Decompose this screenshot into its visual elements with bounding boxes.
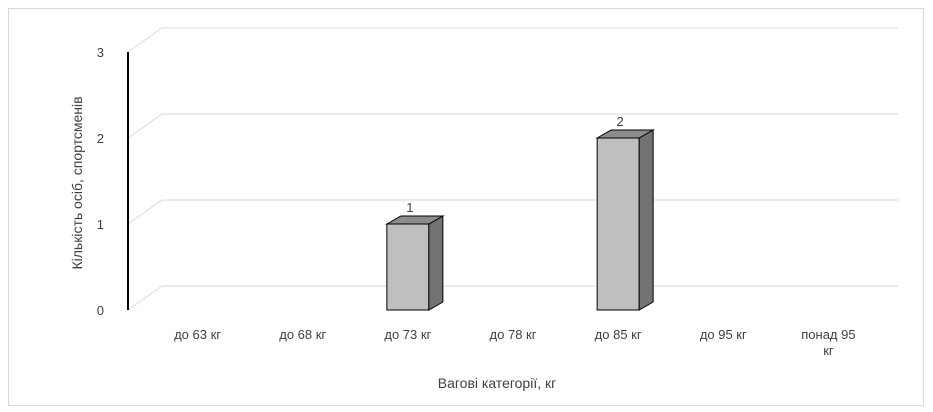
x-tick-label: до 68 кг: [279, 327, 326, 342]
x-axis-title: Вагові категорії, кг: [438, 375, 556, 391]
x-tick-labels: до 63 кг до 68 кг до 73 кг до 78 кг до 85 кг…: [174, 327, 855, 358]
gridline-diagonal: [127, 113, 163, 139]
x-tick-label: до 78 кг: [490, 327, 537, 342]
gridline-diagonal: [127, 27, 163, 53]
bar-side: [638, 129, 654, 311]
data-label: 1: [406, 200, 413, 215]
bar-side: [428, 215, 444, 311]
x-tick-label: до 73 кг: [384, 327, 431, 342]
chart-frame: [8, 8, 924, 406]
bar-front: [386, 223, 430, 311]
gridline-diagonal: [127, 199, 163, 225]
bar: [595, 129, 656, 311]
x-tick-label: до 95 кг: [700, 327, 747, 342]
y-tick-label: 0: [97, 303, 104, 318]
bar-front: [596, 137, 640, 311]
bar: [384, 215, 445, 311]
bars: [384, 129, 656, 311]
data-labels: 12: [406, 114, 624, 215]
x-tick-label: до 85 кг: [595, 327, 642, 342]
x-tick-label: до 63 кг: [174, 327, 221, 342]
y-axis-title: Кількість осіб, спортсменів: [69, 96, 85, 269]
data-label: 2: [617, 114, 624, 129]
y-tick-label: 3: [97, 45, 104, 60]
bar-top: [384, 215, 445, 225]
gridlines: [127, 27, 898, 311]
y-tick-label: 2: [97, 131, 104, 146]
y-tick-labels: 0 1 2 3: [97, 45, 104, 318]
bar-top: [595, 129, 656, 139]
gridline-diagonal: [127, 285, 163, 311]
y-tick-label: 1: [97, 217, 104, 232]
x-tick-label: понад 95 кг: [801, 327, 855, 358]
